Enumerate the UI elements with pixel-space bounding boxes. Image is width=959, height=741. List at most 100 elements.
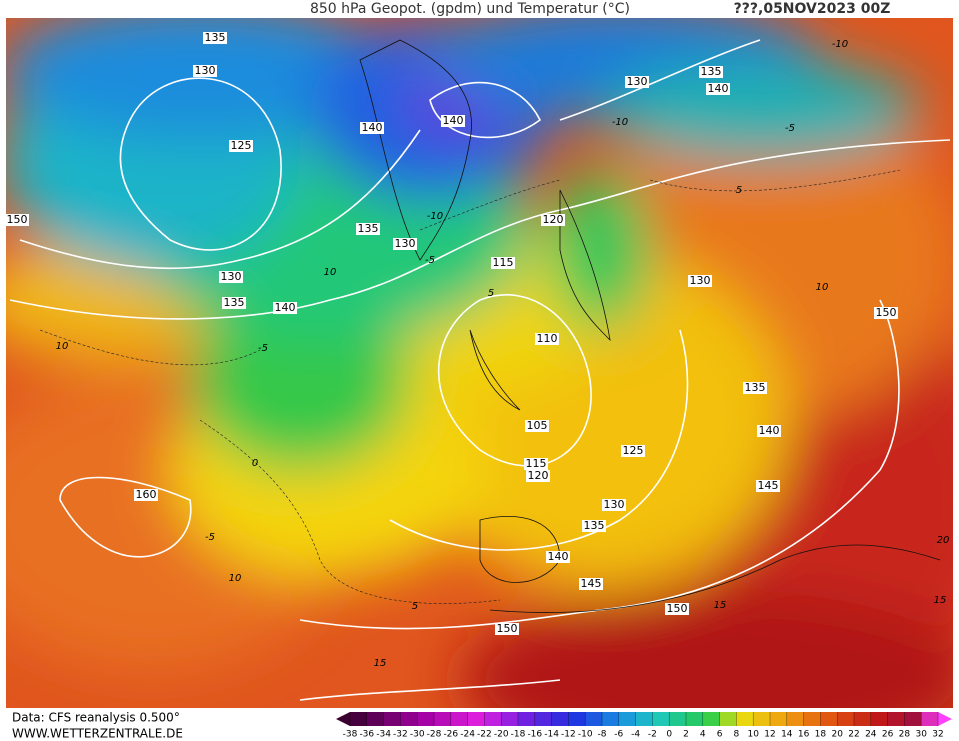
temperature-label: 5 <box>488 288 494 299</box>
scale-swatch <box>770 712 788 726</box>
temperature-label: -10 <box>612 117 628 128</box>
label-box <box>203 32 227 44</box>
geopotential-label: 130 <box>627 75 648 88</box>
geopotential-label: 120 <box>543 213 564 226</box>
temperature-label: 20 <box>937 535 950 546</box>
scale-swatch <box>820 712 838 726</box>
label-box <box>546 551 570 563</box>
scale-swatch <box>854 712 872 726</box>
scale-label: -24 <box>460 730 475 740</box>
temperature-label: -5 <box>258 343 268 354</box>
scale-label: 26 <box>882 730 894 740</box>
scale-label: 22 <box>848 730 859 740</box>
label-box <box>688 275 712 287</box>
scale-label: -6 <box>614 730 623 740</box>
scale-swatch <box>904 712 922 726</box>
label-box <box>491 257 515 269</box>
scale-label: -10 <box>578 730 593 740</box>
label-box <box>535 333 559 345</box>
scale-swatch <box>921 712 939 726</box>
scale-swatch <box>366 712 385 726</box>
label-box <box>229 140 253 152</box>
scale-swatch <box>753 712 771 726</box>
scale-label: 28 <box>899 730 911 740</box>
scale-label: -2 <box>648 730 657 740</box>
scale-end <box>336 712 350 726</box>
geopotential-label: 145 <box>758 479 779 492</box>
geopotential-label: 135 <box>584 519 605 532</box>
scale-swatch <box>635 712 653 726</box>
scale-swatch <box>887 712 905 726</box>
scale-swatch <box>568 712 586 726</box>
geopotential-label: 110 <box>537 332 558 345</box>
geopotential-label: 135 <box>701 65 722 78</box>
geopotential-label: 145 <box>581 577 602 590</box>
geopotential-label: 140 <box>275 301 296 314</box>
geopotential-label: 130 <box>221 270 242 283</box>
scale-swatch <box>434 712 452 726</box>
scale-label: 30 <box>915 730 927 740</box>
label-box <box>222 297 246 309</box>
label-box <box>706 83 730 95</box>
scale-label: -36 <box>359 730 374 740</box>
scale-swatch <box>786 712 805 726</box>
scale-label: 20 <box>831 730 843 740</box>
geopotential-label: 150 <box>667 602 688 615</box>
scale-swatch <box>618 712 637 726</box>
scale-label: -12 <box>561 730 576 740</box>
geopotential-label: 120 <box>528 469 549 482</box>
scale-label: 18 <box>815 730 827 740</box>
geopotential-label: 125 <box>231 139 252 152</box>
temperature-label: 10 <box>324 267 337 278</box>
label-box <box>665 603 689 615</box>
temperature-label: -5 <box>425 255 435 266</box>
scale-label: -16 <box>527 730 542 740</box>
label-box <box>273 302 297 314</box>
scale-label: -30 <box>410 730 425 740</box>
scale-label: -32 <box>393 730 408 740</box>
scale-swatch <box>534 712 553 726</box>
scale-swatch <box>803 712 821 726</box>
geopotential-label: 150 <box>876 306 897 319</box>
isotherms <box>39 169 901 604</box>
scale-swatch <box>870 712 889 726</box>
label-box <box>743 382 767 394</box>
temperature-label: 15 <box>374 658 387 669</box>
label-box <box>541 214 565 226</box>
map-title: 850 hPa Geopot. (gpdm) und Temperatur (°… <box>310 1 630 17</box>
scale-label: -22 <box>477 730 492 740</box>
geopotential-label: 150 <box>7 213 28 226</box>
scale-swatch <box>400 712 418 726</box>
scale-swatch <box>383 712 401 726</box>
scale-swatch <box>702 712 721 726</box>
temperature-label: -10 <box>832 39 848 50</box>
geopotential-label: 130 <box>195 64 216 77</box>
label-box <box>219 271 243 283</box>
scale-label: -8 <box>598 730 607 740</box>
geopotential-label: 160 <box>136 488 157 501</box>
temperature-label: -5 <box>785 123 795 134</box>
label-box <box>582 520 606 532</box>
geopotential-label: 105 <box>527 419 548 432</box>
scale-label: 12 <box>764 730 775 740</box>
scale-swatch <box>585 712 603 726</box>
temperature-label: 0 <box>252 458 258 469</box>
scale-swatch <box>837 712 855 726</box>
label-box <box>526 470 550 482</box>
scale-label: -28 <box>427 730 442 740</box>
geopotential-label: 140 <box>708 82 729 95</box>
scale-label: 16 <box>798 730 810 740</box>
scale-swatch <box>501 712 519 726</box>
scale-swatch <box>450 712 469 726</box>
label-box <box>602 499 626 511</box>
label-box <box>393 238 417 250</box>
geopotential-label: 135 <box>224 296 245 309</box>
scale-swatch <box>417 712 435 726</box>
scale-label: 8 <box>734 730 740 740</box>
geopotential-label: 125 <box>623 444 644 457</box>
scale-label: -14 <box>544 730 559 740</box>
geopotential-label: 130 <box>690 274 711 287</box>
geopotential-label: 140 <box>362 121 383 134</box>
